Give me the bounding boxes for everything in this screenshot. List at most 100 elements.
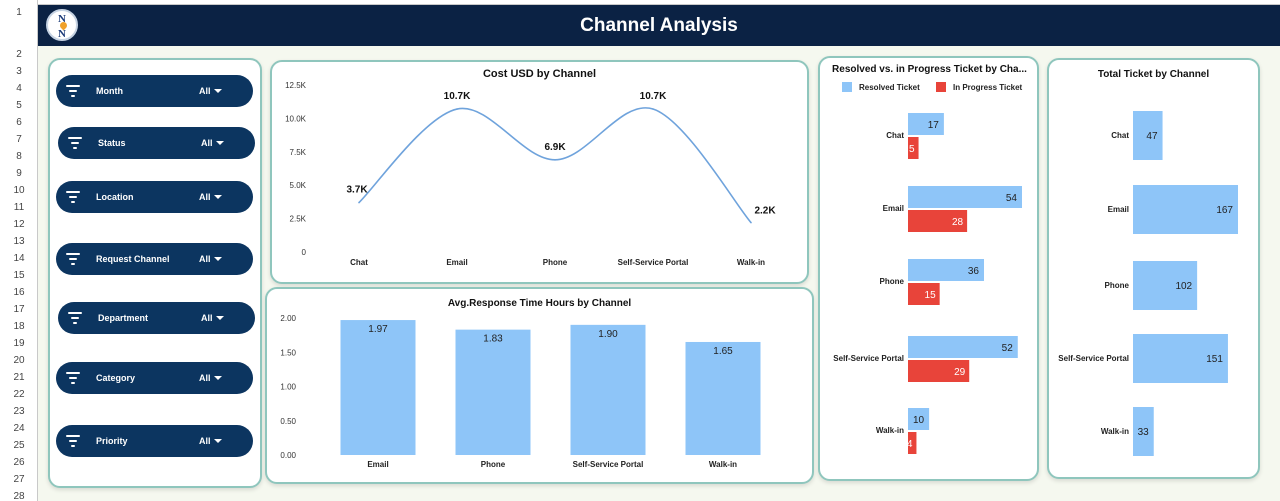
row-number[interactable]: 22 xyxy=(13,389,25,400)
response-data-label: 1.97 xyxy=(368,324,388,335)
row-number[interactable]: 8 xyxy=(16,151,22,162)
y-tick-label: Email xyxy=(1108,205,1129,214)
row-number[interactable]: 9 xyxy=(16,168,22,179)
y-tick-label: 7.5K xyxy=(290,148,307,157)
total-data-label: 47 xyxy=(1146,131,1158,142)
row-number[interactable]: 24 xyxy=(13,423,25,434)
y-tick-label: Email xyxy=(883,204,904,213)
filter-label: Request Channel xyxy=(96,254,170,264)
in-progress-data-label: 4 xyxy=(907,439,913,450)
cost-data-point xyxy=(456,108,458,110)
row-number[interactable]: 17 xyxy=(13,304,25,315)
row-number[interactable]: 18 xyxy=(13,321,25,332)
resolved-bar xyxy=(908,408,930,430)
cost-data-point xyxy=(652,108,654,110)
filter-label: Category xyxy=(96,373,136,383)
filter-location[interactable]: Location All xyxy=(56,181,253,213)
total-bar xyxy=(1133,334,1228,383)
row-number[interactable]: 10 xyxy=(13,185,25,196)
filter-value: All xyxy=(199,436,211,446)
in-progress-bar xyxy=(908,283,940,305)
response-data-label: 1.65 xyxy=(713,346,733,357)
row-number[interactable]: 16 xyxy=(13,287,25,298)
cost-data-label: 10.7K xyxy=(640,91,667,102)
row-number[interactable]: 2 xyxy=(16,49,22,60)
row-number[interactable]: 26 xyxy=(13,457,25,468)
filter-value: All xyxy=(199,373,211,383)
row-number[interactable]: 11 xyxy=(13,202,25,213)
row-number[interactable]: 12 xyxy=(13,219,25,230)
cost-data-label: 2.2K xyxy=(754,206,776,217)
title-banner: Channel Analysis xyxy=(38,5,1280,46)
x-tick-label: Phone xyxy=(481,460,506,469)
total-bar xyxy=(1133,185,1238,234)
chevron-down-icon xyxy=(214,195,222,199)
row-number[interactable]: 3 xyxy=(16,66,22,77)
logo-letter-bottom: N xyxy=(58,28,66,40)
response-chart-title: Avg.Response Time Hours by Channel xyxy=(447,298,632,309)
cost-chart-title: Cost USD by Channel xyxy=(482,68,597,80)
filter-status[interactable]: Status All xyxy=(58,127,255,159)
filter-value: All xyxy=(201,313,213,323)
response-bar-chart: 0.00 0.50 1.00 1.50 2.00 1.97 Email 1.83 Phone 1.… xyxy=(280,314,761,469)
in-progress-bar xyxy=(908,360,970,382)
resolved-data-label: 36 xyxy=(968,266,980,277)
row-number[interactable]: 20 xyxy=(13,355,25,366)
row-number[interactable]: 23 xyxy=(13,406,25,417)
row-number[interactable]: 1 xyxy=(16,7,22,18)
x-tick-label: Chat xyxy=(350,258,368,267)
cost-data-label: 3.7K xyxy=(346,185,368,196)
row-number[interactable]: 15 xyxy=(13,270,25,281)
legend-label: In Progress Ticket xyxy=(953,83,1023,92)
x-tick-label: Self-Service Portal xyxy=(573,460,644,469)
legend-label: Resolved Ticket xyxy=(859,83,920,92)
y-tick-label: Walk-in xyxy=(1101,427,1129,436)
row-number[interactable]: 28 xyxy=(13,491,25,501)
filter-priority[interactable]: Priority All xyxy=(56,425,253,457)
chevron-down-icon xyxy=(214,376,222,380)
filter-icon xyxy=(68,312,82,324)
filter-value: All xyxy=(199,254,211,264)
resolved-bar xyxy=(908,259,984,281)
y-tick-label: 2.5K xyxy=(290,215,307,224)
in-progress-bar xyxy=(908,137,919,159)
filter-category[interactable]: Category All xyxy=(56,362,253,394)
cost-data-point xyxy=(358,201,360,204)
row-number[interactable]: 19 xyxy=(13,338,25,349)
row-number[interactable]: 7 xyxy=(16,134,22,145)
filter-icon xyxy=(66,372,80,384)
y-tick-label: 0.00 xyxy=(280,451,296,460)
chevron-down-icon xyxy=(216,141,224,145)
filter-month[interactable]: Month All xyxy=(56,75,253,107)
x-tick-label: Walk-in xyxy=(709,460,737,469)
filter-request-channel[interactable]: Request Channel All xyxy=(56,243,253,275)
legend-swatch xyxy=(842,82,852,92)
filter-value: All xyxy=(199,192,211,202)
in-progress-data-label: 15 xyxy=(925,290,937,301)
filter-icon xyxy=(66,253,80,265)
row-number[interactable]: 14 xyxy=(13,253,25,264)
row-number[interactable]: 6 xyxy=(16,117,22,128)
dashboard-title: Channel Analysis xyxy=(580,15,738,36)
x-tick-label: Email xyxy=(446,258,467,267)
company-logo: N N xyxy=(46,9,78,41)
x-tick-label: Email xyxy=(367,460,388,469)
response-data-label: 1.83 xyxy=(483,334,503,345)
x-tick-label: Walk-in xyxy=(737,258,765,267)
y-tick-label: Phone xyxy=(1105,281,1130,290)
total-data-label: 33 xyxy=(1138,427,1150,438)
filter-label: Location xyxy=(96,192,134,202)
y-tick-label: 2.00 xyxy=(280,314,296,323)
row-number[interactable]: 5 xyxy=(16,100,22,111)
y-tick-label: 0 xyxy=(302,248,307,257)
row-number[interactable]: 13 xyxy=(13,236,25,247)
resolved-data-label: 17 xyxy=(928,120,940,131)
filter-department[interactable]: Department All xyxy=(58,302,255,334)
row-number[interactable]: 25 xyxy=(13,440,25,451)
row-number[interactable]: 4 xyxy=(16,83,22,94)
row-number[interactable]: 21 xyxy=(13,372,25,383)
filter-label: Month xyxy=(96,86,123,96)
y-tick-label: Chat xyxy=(886,131,904,140)
row-number[interactable]: 27 xyxy=(13,474,25,485)
y-tick-label: 5.0K xyxy=(290,181,307,190)
